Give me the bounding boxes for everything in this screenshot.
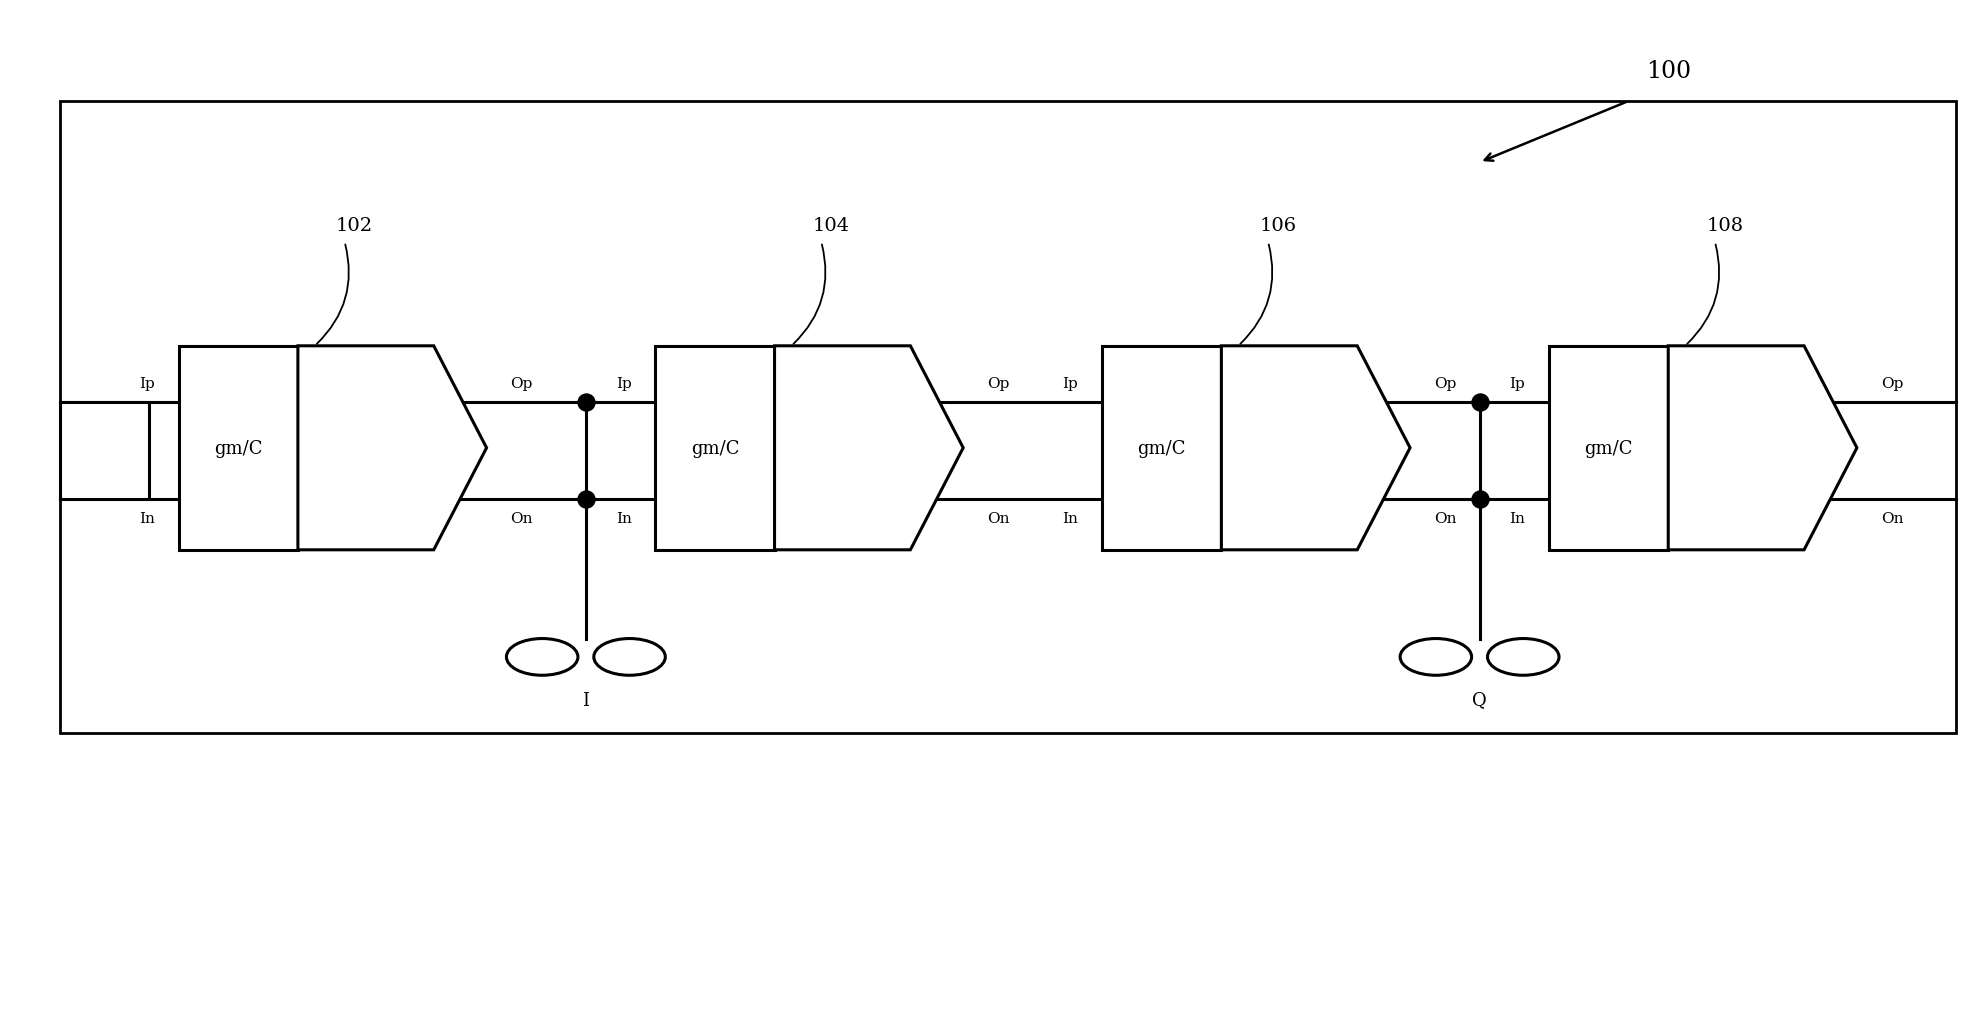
Text: On: On <box>1881 512 1903 526</box>
Bar <box>179 346 298 550</box>
Bar <box>60 403 149 499</box>
Text: Op: Op <box>1881 376 1903 390</box>
Text: On: On <box>510 512 532 526</box>
Text: Op: Op <box>987 376 1009 390</box>
Text: 104: 104 <box>812 216 850 234</box>
Bar <box>655 346 775 550</box>
Text: In: In <box>1509 512 1525 526</box>
Text: In: In <box>1063 512 1078 526</box>
Text: In: In <box>139 512 155 526</box>
Bar <box>1102 346 1221 550</box>
Text: Ip: Ip <box>616 376 632 390</box>
Text: gm/C: gm/C <box>691 439 739 458</box>
Text: Ip: Ip <box>1509 376 1525 390</box>
Polygon shape <box>775 346 963 550</box>
Text: I: I <box>582 691 590 709</box>
Text: Q: Q <box>1472 691 1488 709</box>
Point <box>1464 491 1495 507</box>
Text: In: In <box>616 512 632 526</box>
Text: 106: 106 <box>1259 216 1297 234</box>
Text: 108: 108 <box>1706 216 1744 234</box>
Text: 102: 102 <box>336 216 373 234</box>
Text: On: On <box>1434 512 1456 526</box>
Text: Ip: Ip <box>1063 376 1078 390</box>
Polygon shape <box>298 346 487 550</box>
Point <box>570 491 602 507</box>
Text: Ip: Ip <box>139 376 155 390</box>
Text: 100: 100 <box>1646 60 1690 83</box>
Text: gm/C: gm/C <box>1138 439 1186 458</box>
Text: gm/C: gm/C <box>1585 439 1632 458</box>
Point <box>570 394 602 411</box>
Polygon shape <box>1221 346 1410 550</box>
Text: On: On <box>987 512 1009 526</box>
Bar <box>1549 346 1668 550</box>
Text: Op: Op <box>1434 376 1456 390</box>
Point <box>1464 394 1495 411</box>
Bar <box>60 102 1956 734</box>
Polygon shape <box>1668 346 1857 550</box>
Text: Op: Op <box>510 376 532 390</box>
Text: gm/C: gm/C <box>214 439 262 458</box>
